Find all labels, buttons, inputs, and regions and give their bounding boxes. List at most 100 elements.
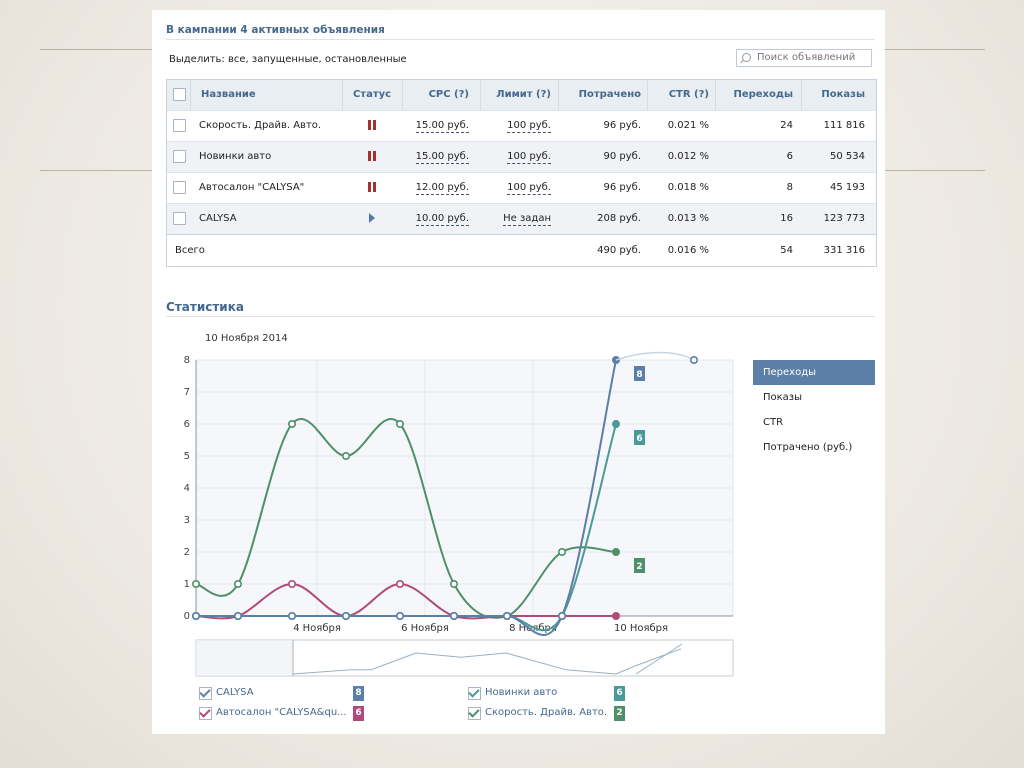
legend-checkbox[interactable] [468, 686, 481, 700]
row-checkbox[interactable] [173, 119, 186, 132]
cpc-value[interactable]: 10.00 руб. [415, 213, 469, 226]
stats-title: Статистика [166, 300, 244, 314]
search-placeholder: Поиск объявлений [757, 52, 856, 63]
status-cell[interactable] [345, 142, 399, 172]
data-point [396, 420, 405, 429]
cpc-cell[interactable]: 12.00 руб. [407, 173, 469, 203]
ad-name[interactable]: Автосалон "CALYSA" [199, 182, 305, 193]
ad-name[interactable]: Новинки авто [199, 151, 272, 162]
menu-item-spent[interactable]: Потрачено (руб.) [763, 442, 853, 453]
col-shows[interactable]: Показы [821, 89, 865, 100]
col-divider [402, 80, 403, 110]
play-icon[interactable] [369, 213, 375, 223]
col-divider [480, 80, 481, 110]
ad-name[interactable]: CALYSA [199, 213, 237, 224]
cpc-value[interactable]: 15.00 руб. [415, 151, 469, 164]
shows-value: 111 816 [823, 120, 865, 131]
limit-cell[interactable]: 100 руб. [483, 142, 551, 172]
data-point [502, 611, 511, 620]
table-row[interactable]: Автосалон "CALYSA" 12.00 руб. 100 руб. 9… [167, 172, 876, 203]
limit-value[interactable]: 100 руб. [507, 182, 551, 195]
data-point [191, 611, 200, 620]
data-point [191, 580, 200, 589]
y-tick-label: 3 [184, 515, 190, 526]
status-cell[interactable] [345, 173, 399, 203]
checkmark-icon [199, 686, 211, 698]
legend-label: Новинки авто [485, 687, 558, 698]
pause-icon[interactable] [368, 182, 376, 192]
col-divider [342, 80, 343, 110]
table-row[interactable]: CALYSA 10.00 руб. Не задан 208 руб. 0.01… [167, 203, 876, 234]
campaign-title: В кампании 4 активных объявления [166, 24, 385, 36]
legend-badge: 6 [614, 686, 625, 701]
col-clicks[interactable]: Переходы [733, 89, 793, 100]
legend-label: CALYSA [216, 687, 254, 698]
chart-date-label: 10 Ноября 2014 [205, 333, 288, 344]
limit-cell[interactable]: 100 руб. [483, 111, 551, 141]
select-prefix: Выделить: [169, 54, 225, 65]
cpc-cell[interactable]: 10.00 руб. [407, 204, 469, 234]
select-all-checkbox[interactable] [173, 88, 186, 101]
checkmark-icon [468, 706, 480, 718]
point-label-badge [634, 558, 645, 573]
legend-label: Автосалон "CALYSA&qu... [216, 707, 347, 718]
col-name[interactable]: Название [201, 89, 256, 100]
legend-item-novinki[interactable]: Новинки авто 6 [468, 686, 638, 701]
y-tick-label: 4 [184, 483, 190, 494]
cpc-cell[interactable]: 15.00 руб. [407, 142, 469, 172]
limit-value[interactable]: 100 руб. [507, 151, 551, 164]
limit-cell[interactable]: Не задан [483, 204, 551, 234]
row-checkbox[interactable] [173, 181, 186, 194]
shows-value: 50 534 [830, 151, 865, 162]
pause-icon[interactable] [368, 120, 376, 130]
data-point [689, 356, 698, 365]
data-point [234, 611, 243, 620]
menu-item-shows[interactable]: Показы [763, 392, 803, 403]
cpc-value[interactable]: 15.00 руб. [415, 120, 469, 133]
status-cell[interactable] [345, 204, 399, 234]
decor-line-mid-left [40, 170, 152, 171]
clicks-value: 16 [780, 213, 793, 224]
legend-badge: 8 [353, 686, 364, 701]
select-all-link[interactable]: все [228, 54, 246, 65]
col-status[interactable]: Статус [352, 89, 392, 100]
col-cpc[interactable]: CPC (?) [428, 89, 469, 100]
limit-value[interactable]: 100 руб. [507, 120, 551, 133]
y-tick-label: 8 [184, 355, 190, 366]
col-limit[interactable]: Лимит (?) [496, 89, 551, 100]
menu-item-clicks[interactable]: Переходы [753, 360, 875, 385]
menu-item-ctr[interactable]: CTR [763, 417, 784, 428]
status-cell[interactable] [345, 111, 399, 141]
legend-checkbox[interactable] [199, 686, 212, 700]
total-clicks: 54 [780, 245, 793, 256]
table-row[interactable]: Новинки авто 15.00 руб. 100 руб. 90 руб.… [167, 141, 876, 172]
stats-chart[interactable]: 0 1 2 3 4 5 6 7 8 4 Ноября 6 Ноября 8 Ноября 10 Нояб… [166, 350, 766, 710]
legend-checkbox[interactable] [468, 706, 481, 720]
row-checkbox[interactable] [173, 150, 186, 163]
ad-name[interactable]: Скорость. Драйв. Авто. [199, 120, 322, 131]
cpc-value[interactable]: 12.00 руб. [415, 182, 469, 195]
select-stopped-link[interactable]: остановленные [324, 54, 407, 65]
legend-checkbox[interactable] [199, 706, 212, 720]
col-ctr[interactable]: CTR (?) [668, 89, 709, 100]
col-divider [647, 80, 648, 110]
total-shows: 331 316 [823, 245, 865, 256]
cpc-cell[interactable]: 15.00 руб. [407, 111, 469, 141]
table-row[interactable]: Скорость. Драйв. Авто. 15.00 руб. 100 ру… [167, 110, 876, 141]
legend-item-skorost[interactable]: Скорость. Драйв. Авто. 2 [468, 706, 638, 721]
pause-icon[interactable] [368, 151, 376, 161]
stats-metric-menu: Переходы Показы CTR Потрачено (руб.) [753, 360, 875, 460]
data-point [557, 548, 566, 557]
y-tick-label: 5 [184, 451, 190, 462]
x-tick-label: 10 Ноября [614, 623, 668, 634]
search-ads-input[interactable]: Поиск объявлений [736, 49, 872, 67]
col-spent[interactable]: Потрачено [578, 89, 641, 100]
table-total-row: Всего 490 руб. 0.016 % 54 331 316 [167, 234, 876, 266]
legend-item-avtosalon[interactable]: Автосалон "CALYSA&qu... 6 [199, 706, 369, 721]
ads-panel: В кампании 4 активных объявления Выделит… [152, 10, 885, 734]
select-running-link[interactable]: запущенные [251, 54, 319, 65]
limit-cell[interactable]: 100 руб. [483, 173, 551, 203]
legend-item-calysa[interactable]: CALYSA 8 [199, 686, 369, 701]
row-checkbox[interactable] [173, 212, 186, 225]
limit-value[interactable]: Не задан [503, 213, 551, 226]
